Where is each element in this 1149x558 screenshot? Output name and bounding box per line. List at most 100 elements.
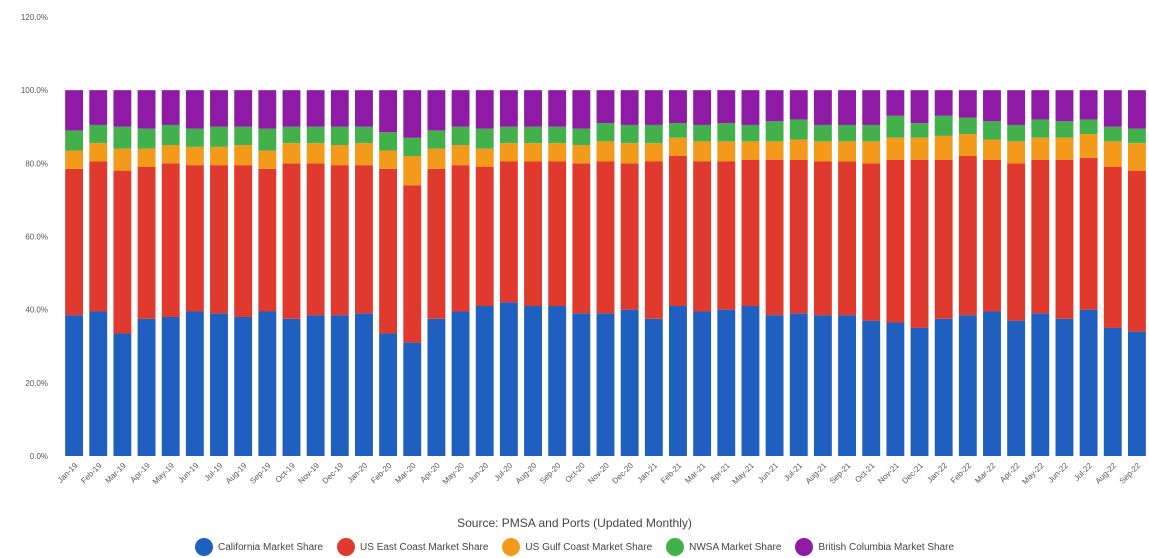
bar-segment	[185, 90, 204, 129]
legend: California Market Share US East Coast Ma…	[0, 538, 1149, 556]
x-tick-label: Jul-19	[203, 461, 225, 483]
bar-segment	[355, 90, 373, 127]
bar-segment	[572, 313, 591, 456]
bar-segment	[983, 121, 1001, 140]
bar-segment	[813, 124, 832, 142]
bar-segment	[185, 128, 204, 147]
bar-segment	[838, 315, 856, 456]
bar-segment	[934, 115, 953, 136]
bar-segment	[620, 143, 639, 164]
bar-segment	[789, 119, 808, 140]
bar-segment	[210, 90, 228, 127]
bar-segment	[910, 327, 929, 456]
x-tick-label: Jan-21	[636, 461, 660, 485]
bar-segment	[524, 126, 542, 144]
bar-segment	[403, 90, 422, 138]
legend-swatch-california	[194, 538, 213, 556]
bar-segment	[137, 90, 156, 129]
bar-segment	[934, 159, 953, 319]
bar-segment	[596, 123, 615, 142]
bar-segment	[838, 90, 856, 125]
bar-segment	[185, 146, 204, 166]
bar-segment	[862, 320, 881, 456]
bar-segment	[137, 166, 156, 319]
bar-segment	[1127, 331, 1146, 456]
bar-segment	[1055, 137, 1074, 160]
bar-segment	[427, 168, 446, 319]
bar-segment	[1055, 90, 1074, 122]
y-tick-label: 40.0%	[25, 306, 48, 315]
bar-segment	[161, 163, 180, 317]
bar-segment	[717, 161, 736, 310]
y-tick-label: 120.0%	[21, 13, 48, 22]
bar-segment	[862, 90, 881, 125]
bar-segment	[789, 313, 808, 456]
legend-label-us-gulf-coast: US Gulf Coast Market Share	[525, 541, 653, 553]
bar-segment	[693, 161, 712, 312]
bar-segment	[838, 124, 856, 142]
bar-segment	[741, 90, 760, 125]
bar-segment	[693, 90, 712, 125]
bar-segment	[427, 148, 446, 169]
bar-segment	[838, 141, 856, 162]
bar-segment	[475, 90, 494, 129]
legend-item-british-columbia: British Columbia Market Share	[795, 538, 954, 556]
bar-segment	[693, 311, 712, 456]
bar-segment	[161, 316, 180, 456]
bar-segment	[330, 126, 349, 146]
bar-segment	[1079, 157, 1098, 310]
bar-segment	[379, 168, 398, 334]
bar-segment	[65, 315, 84, 456]
bar-segment	[886, 322, 905, 456]
bar-segment	[644, 161, 663, 319]
bar-segment	[258, 311, 277, 456]
bar-segment	[355, 313, 373, 456]
bar-segment	[741, 141, 760, 160]
legend-label-us-east-coast: US East Coast Market Share	[360, 541, 489, 553]
bar-segment	[1031, 313, 1050, 456]
bar-segment	[475, 128, 494, 149]
bar-segment	[886, 159, 905, 323]
bar-segment	[403, 156, 422, 186]
bar-segment	[137, 148, 156, 167]
bar-segment	[765, 121, 784, 142]
bar-segment	[669, 90, 687, 124]
bar-segment	[669, 123, 687, 138]
bar-segment	[572, 163, 591, 314]
bar-segment	[548, 306, 567, 456]
bar-segment	[644, 143, 663, 162]
bar-segment	[1055, 121, 1074, 138]
bar-segment	[886, 137, 905, 160]
x-tick-label: Dec-19	[321, 461, 346, 486]
bar-segment	[983, 139, 1001, 160]
bar-segment	[1103, 327, 1122, 456]
bar-segment	[258, 150, 277, 169]
x-tick-label: Sep-20	[538, 461, 563, 486]
x-tick-label: Feb-22	[949, 461, 974, 486]
x-tick-label: Nov-21	[876, 461, 901, 486]
bar-segment	[89, 311, 108, 456]
legend-swatch-us-east-coast	[337, 538, 356, 556]
bar-segment	[499, 143, 518, 162]
x-tick-label: Jun-21	[756, 461, 780, 485]
bar-segment	[596, 313, 615, 456]
bar-segment	[886, 115, 905, 138]
bar-segment	[113, 90, 132, 127]
bar-segment	[330, 315, 349, 456]
bar-segment	[910, 123, 929, 138]
x-tick-label: Oct-19	[274, 461, 298, 485]
bar-segment	[137, 128, 156, 149]
bar-segment	[451, 165, 470, 312]
bar-segment	[596, 141, 615, 162]
x-tick-label: Feb-19	[79, 461, 104, 486]
x-tick-label: Jan-19	[56, 461, 80, 485]
x-tick-label: Jul-21	[782, 461, 804, 483]
y-axis: 0.0% 20.0% 40.0% 60.0% 80.0% 100.0% 120.0%	[21, 13, 48, 461]
bar-segment	[403, 137, 422, 157]
x-tick-label: May-20	[441, 461, 467, 487]
x-tick-label: May-21	[731, 461, 757, 487]
bar-segment	[355, 143, 373, 166]
bar-segment	[958, 90, 977, 118]
bar-segment	[741, 124, 760, 142]
